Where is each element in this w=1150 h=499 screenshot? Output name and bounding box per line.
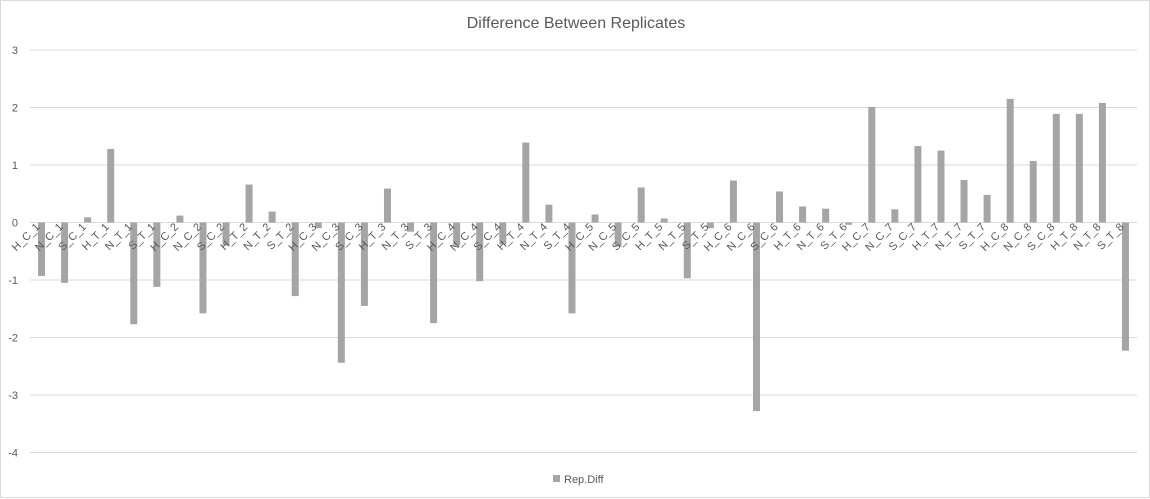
bar xyxy=(799,206,807,223)
bar xyxy=(337,222,345,363)
bar xyxy=(245,184,253,223)
bar xyxy=(637,187,645,223)
bar xyxy=(314,222,322,229)
bar xyxy=(729,180,737,223)
bar xyxy=(591,214,599,223)
bar xyxy=(983,194,991,223)
bar xyxy=(683,222,691,279)
bar xyxy=(914,146,922,223)
bar xyxy=(199,222,207,314)
bar xyxy=(1006,98,1014,223)
bar xyxy=(845,222,853,225)
bar xyxy=(776,191,784,223)
bar xyxy=(268,211,276,223)
y-tick-label: -1 xyxy=(8,275,18,287)
bar xyxy=(153,222,161,287)
bar xyxy=(1121,222,1129,351)
bar xyxy=(614,222,622,247)
bar xyxy=(222,222,230,246)
bar xyxy=(107,148,115,223)
y-tick-label: -2 xyxy=(8,333,18,345)
bar xyxy=(568,222,576,314)
bar xyxy=(891,209,899,223)
bar xyxy=(960,179,968,223)
y-tick-label: 3 xyxy=(12,45,18,57)
legend-label: Rep.Diff xyxy=(564,474,604,486)
y-tick-label: 0 xyxy=(12,218,18,230)
bar xyxy=(61,222,69,283)
bar xyxy=(1029,160,1037,223)
legend-swatch xyxy=(553,475,560,482)
bar xyxy=(545,204,553,223)
category-label: S_T_8 xyxy=(1095,221,1126,252)
bar xyxy=(499,222,507,245)
bar xyxy=(84,217,92,223)
bars xyxy=(38,98,1129,412)
bar xyxy=(937,150,945,223)
bar xyxy=(706,222,714,229)
y-tick-label: 1 xyxy=(12,160,18,172)
bar xyxy=(822,208,830,223)
y-tick-label: -3 xyxy=(8,390,18,402)
bar xyxy=(522,142,530,223)
bar xyxy=(291,222,299,297)
bar xyxy=(1098,102,1106,223)
gridlines xyxy=(30,49,1137,453)
bar xyxy=(752,222,760,412)
legend: Rep.Diff xyxy=(553,474,604,486)
bar xyxy=(407,222,415,232)
y-axis-ticks: 3 2 1 0 -1 -2 -3 -4 xyxy=(8,45,18,460)
bar xyxy=(176,215,184,223)
bar xyxy=(1052,113,1060,223)
bar xyxy=(1075,113,1083,223)
bar xyxy=(868,106,876,223)
bar xyxy=(130,222,138,325)
bar xyxy=(453,222,461,246)
bar xyxy=(360,222,368,306)
chart-title: Difference Between Replicates xyxy=(467,15,686,32)
bar xyxy=(38,222,46,276)
category-labels: H_C_1N_C_1S_C_1H_T_1N_T_1S_T_1H_C_2N_C_2… xyxy=(10,221,1127,254)
bar xyxy=(660,218,668,223)
bar xyxy=(430,222,438,324)
y-tick-label: 2 xyxy=(12,103,18,115)
bar xyxy=(476,222,484,282)
y-tick-label: -4 xyxy=(8,448,18,460)
bar xyxy=(383,188,391,223)
